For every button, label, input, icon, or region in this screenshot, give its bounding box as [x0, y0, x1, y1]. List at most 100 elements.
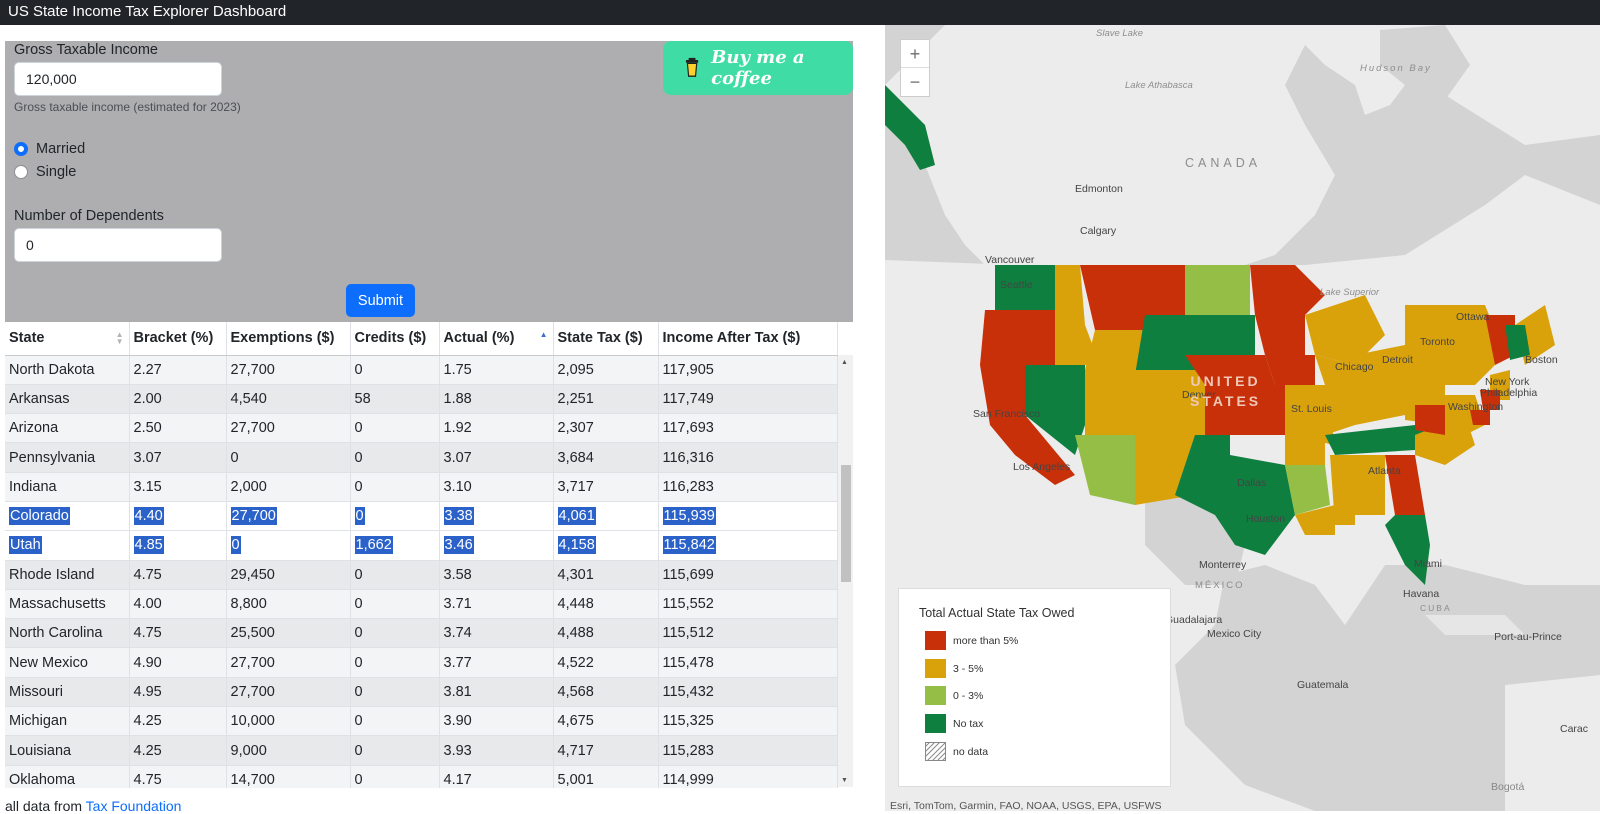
table-cell: 3.15 — [129, 472, 227, 502]
table-cell: 115,552 — [658, 589, 838, 620]
table-cell: 0 — [226, 530, 351, 561]
map-label-boston: Boston — [1525, 354, 1558, 366]
map-label-mexico: MÉXICO — [1195, 580, 1245, 591]
map-label-guatemala: Guatemala — [1297, 679, 1349, 691]
table-row[interactable]: North Dakota 2.27 27,700 0 1.75 2,095 117,905 — [5, 355, 838, 385]
map-label-havana: Havana — [1403, 588, 1440, 600]
scroll-thumb[interactable] — [841, 465, 851, 582]
table-cell: 117,905 — [658, 355, 838, 385]
map-label-dallas: Dallas — [1237, 477, 1267, 489]
submit-button[interactable]: Submit — [346, 284, 415, 317]
table-cell: 2.50 — [129, 413, 227, 444]
table-scrollbar[interactable]: ▲ ▼ — [838, 355, 853, 787]
single-radio[interactable] — [14, 165, 28, 179]
map-label-slave-lake: Slave Lake — [1096, 28, 1144, 39]
table-cell: 14,700 — [226, 765, 351, 788]
married-radio[interactable] — [14, 142, 28, 156]
col-header-state[interactable]: State ▲ ▼ — [5, 322, 130, 356]
col-header-actual[interactable]: Actual (%) ▲ — [439, 322, 554, 356]
table-cell: 3,717 — [553, 472, 659, 502]
legend-title: Total Actual State Tax Owed — [919, 606, 1075, 620]
table-cell: 27,700 — [226, 501, 351, 532]
table-cell: 0 — [350, 560, 440, 590]
tax-map[interactable]: + − Slave Lake Lake Athabasca Hudson Bay… — [885, 25, 1600, 811]
table-row[interactable]: Oklahoma 4.75 14,700 0 4.17 5,001 114,999 — [5, 765, 838, 788]
table-row[interactable]: Arizona 2.50 27,700 0 1.92 2,307 117,693 — [5, 413, 838, 444]
map-label-edmonton: Edmonton — [1075, 183, 1123, 195]
sort-icon: ▲ ▼ — [115, 330, 124, 346]
table-header-row: State ▲ ▼ Bracket (%) Exemptions ($) Credi… — [5, 322, 838, 356]
table-row[interactable]: Utah 4.85 0 1,662 3.46 4,158 115,842 — [5, 530, 838, 561]
table-cell: 0 — [350, 677, 440, 708]
table-cell: 10,000 — [226, 706, 351, 737]
map-label-cuba: CUBA — [1420, 603, 1452, 613]
map-attribution: Esri, TomTom, Garmin, FAO, NOAA, USGS, E… — [890, 800, 1162, 811]
map-label-washington: Washington — [1448, 401, 1504, 413]
map-label-hudson-bay: Hudson Bay — [1360, 63, 1432, 74]
table-cell: 115,939 — [658, 501, 838, 532]
table-row[interactable]: Indiana 3.15 2,000 0 3.10 3,717 116,283 — [5, 472, 838, 502]
tax-foundation-link[interactable]: Tax Foundation — [85, 798, 182, 814]
table-row[interactable]: Colorado 4.40 27,700 0 3.38 4,061 115,939 — [5, 501, 838, 532]
dependents-input[interactable]: 0 — [14, 228, 222, 262]
table-cell: 0 — [350, 589, 440, 620]
married-label: Married — [36, 141, 86, 157]
income-help-text: Gross taxable income (estimated for 2023… — [14, 100, 241, 114]
col-header-bracket[interactable]: Bracket (%) — [129, 322, 227, 356]
table-cell: 0 — [350, 472, 440, 502]
table-cell: 0 — [350, 618, 440, 649]
table-row[interactable]: Arkansas 2.00 4,540 58 1.88 2,251 117,749 — [5, 384, 838, 415]
filing-option-single[interactable]: Single — [14, 164, 76, 180]
table-row[interactable]: Missouri 4.95 27,700 0 3.81 4,568 115,432 — [5, 677, 838, 708]
table-cell: 27,700 — [226, 413, 351, 444]
map-label-ottawa: Ottawa — [1456, 311, 1490, 323]
filing-option-married[interactable]: Married — [14, 141, 85, 157]
scroll-up-icon[interactable]: ▲ — [841, 359, 848, 366]
map-label-miami: Miami — [1414, 558, 1442, 570]
table-row[interactable]: Louisiana 4.25 9,000 0 3.93 4,717 115,283 — [5, 735, 838, 766]
table-row[interactable]: Massachusetts 4.00 8,800 0 3.71 4,448 115,552 — [5, 589, 838, 620]
table-row[interactable]: Rhode Island 4.75 29,450 0 3.58 4,301 115,699 — [5, 560, 838, 590]
table-row[interactable]: North Carolina 4.75 25,500 0 3.74 4,488 115,51… — [5, 618, 838, 649]
table-row[interactable]: Michigan 4.25 10,000 0 3.90 4,675 115,325 — [5, 706, 838, 737]
legend-item: 0 - 3% — [925, 686, 983, 705]
col-header-exemptions[interactable]: Exemptions ($) — [226, 322, 351, 356]
table-row[interactable]: New Mexico 4.90 27,700 0 3.77 4,522 115,478 — [5, 647, 838, 678]
buy-me-a-coffee-button[interactable]: Buy me a coffee — [663, 41, 853, 95]
table-cell: 4.00 — [129, 589, 227, 620]
table-cell: 1.75 — [439, 355, 554, 385]
legend-swatch — [925, 686, 946, 705]
table-cell: 3.10 — [439, 472, 554, 502]
legend-swatch — [925, 631, 946, 650]
col-header-state-tax[interactable]: State Tax ($) — [553, 322, 659, 356]
table-cell: 4,061 — [553, 501, 659, 532]
table-cell: North Dakota — [5, 355, 130, 385]
col-header-income-after-tax[interactable]: Income After Tax ($) — [658, 322, 838, 356]
zoom-in-button[interactable]: + — [901, 40, 929, 68]
col-header-credits[interactable]: Credits ($) — [350, 322, 440, 356]
table-cell: New Mexico — [5, 647, 130, 678]
table-cell: 115,699 — [658, 560, 838, 590]
legend-item: 3 - 5% — [925, 659, 983, 678]
map-label-caracas: Carac — [1560, 723, 1589, 735]
table-row[interactable]: Pennsylvania 3.07 0 0 3.07 3,684 116,316 — [5, 442, 838, 473]
table-cell: 0 — [350, 413, 440, 444]
table-cell: 4.75 — [129, 765, 227, 788]
table-cell: 0 — [350, 501, 440, 532]
map-label-monterrey: Monterrey — [1199, 559, 1247, 571]
table-cell: Missouri — [5, 677, 130, 708]
map-label-bogota: Bogotá — [1491, 781, 1525, 793]
map-label-united-states: UNITED STATES — [1190, 373, 1262, 409]
table-cell: 29,450 — [226, 560, 351, 590]
income-label: Gross Taxable Income — [14, 42, 158, 58]
scroll-down-icon[interactable]: ▼ — [841, 777, 848, 784]
table-cell: 117,693 — [658, 413, 838, 444]
hatch-swatch — [925, 742, 946, 761]
sort-ascending-icon: ▲ — [539, 330, 548, 339]
table-cell: 8,800 — [226, 589, 351, 620]
legend-item: no data — [925, 742, 988, 761]
table-cell: 2.27 — [129, 355, 227, 385]
zoom-out-button[interactable]: − — [909, 72, 921, 92]
income-input[interactable]: 120,000 — [14, 62, 222, 96]
table-cell: Arkansas — [5, 384, 130, 415]
